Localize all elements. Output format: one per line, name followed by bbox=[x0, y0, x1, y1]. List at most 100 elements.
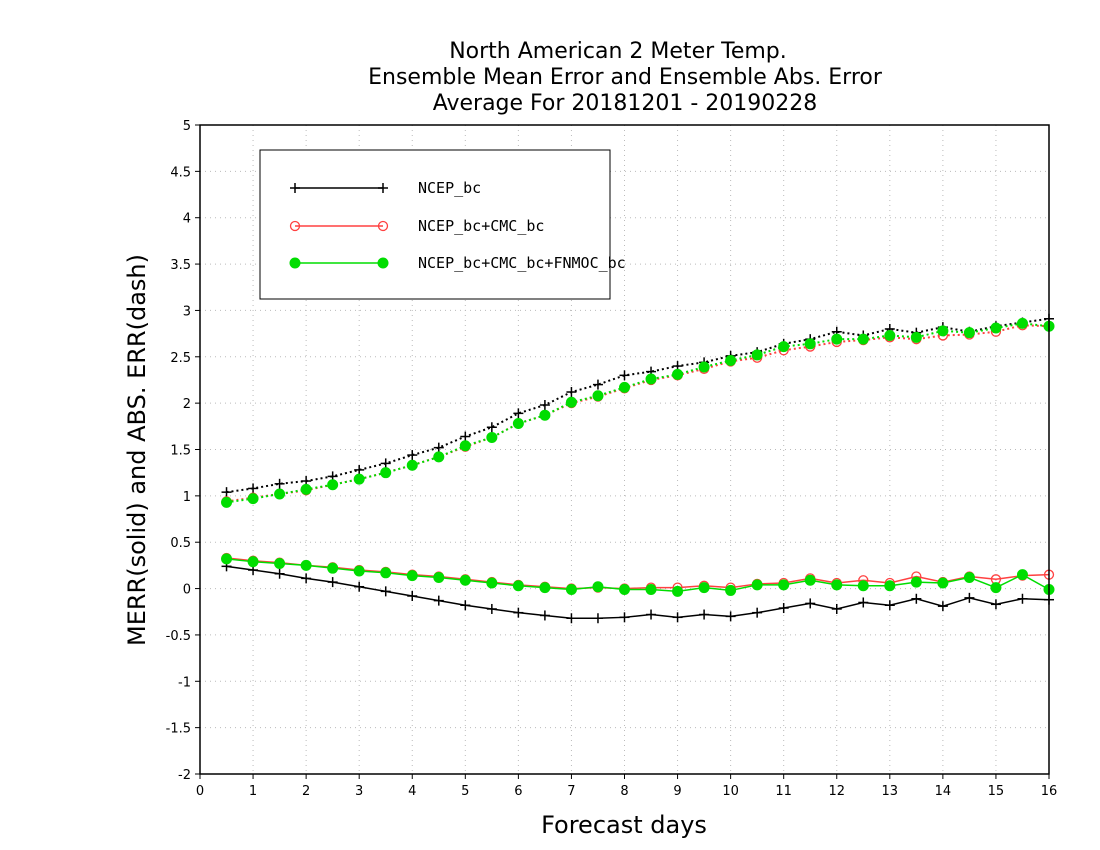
series-2-abs-err-point bbox=[512, 418, 524, 430]
series-0-merr-point bbox=[619, 612, 630, 623]
y-axis-ticks: -2 -1.5 -1 -0.5 0 0.5 1 1.5 2 2.5 3 3.5 4 4.5 5 bbox=[166, 119, 200, 783]
series-0-merr-point bbox=[566, 613, 577, 624]
series-0-merr-point bbox=[778, 603, 789, 614]
legend-marker bbox=[290, 183, 300, 193]
series-0-merr-line bbox=[226, 565, 1050, 619]
legend-marker bbox=[289, 257, 301, 269]
series-0-merr-point bbox=[513, 607, 524, 618]
series-0-merr-point bbox=[1017, 593, 1028, 604]
series-2-abs-err-point bbox=[406, 459, 418, 471]
series-2-merr-point bbox=[565, 583, 577, 595]
series-1-merr-line bbox=[226, 557, 1050, 590]
series-0-merr-point bbox=[486, 603, 497, 614]
series-2-merr-point bbox=[274, 558, 286, 570]
series-2-merr-point bbox=[247, 556, 259, 568]
legend-marker bbox=[289, 220, 301, 232]
series-0-abs-err-line bbox=[226, 317, 1050, 494]
series-0-merr-point bbox=[646, 609, 657, 620]
title-line-1: North American 2 Meter Temp. bbox=[449, 39, 787, 64]
series-0-abs-err-point bbox=[221, 487, 232, 498]
series-2-merr-point bbox=[353, 565, 365, 577]
series-2-merr-line bbox=[226, 558, 1050, 593]
series-2-merr-point bbox=[910, 576, 922, 588]
x-tick-label: 2 bbox=[302, 784, 310, 799]
series-2-abs-err-point bbox=[592, 390, 604, 402]
series-2-abs-err-point bbox=[857, 333, 869, 345]
series-2-merr-point bbox=[619, 583, 630, 595]
series-0-abs-err-point bbox=[274, 478, 285, 489]
y-tick-label: 3.5 bbox=[170, 258, 191, 273]
series-2-merr-point bbox=[300, 559, 312, 571]
series-0-abs-err-point bbox=[407, 450, 418, 461]
series-2-abs-err-point bbox=[433, 451, 445, 463]
series-2-abs-err-point bbox=[884, 329, 896, 341]
series-0-merr-point bbox=[301, 573, 312, 584]
legend-entry-0: NCEP_bc bbox=[290, 179, 481, 197]
series-0-abs-err-point bbox=[513, 408, 524, 419]
y-tick-label: 2 bbox=[183, 397, 191, 412]
series-2-abs-err-point bbox=[221, 496, 233, 508]
series-2-abs-err-point bbox=[380, 467, 392, 479]
series-0-merr-point bbox=[911, 593, 922, 604]
series-2-abs-err-point bbox=[963, 327, 975, 339]
series-0-merr-point bbox=[831, 603, 842, 614]
series-2-merr-point bbox=[459, 574, 471, 586]
series-2-merr-point bbox=[963, 571, 975, 583]
series-2-abs-err-point bbox=[459, 440, 471, 452]
x-tick-label: 11 bbox=[775, 784, 792, 799]
x-axis-label: Forecast days bbox=[541, 811, 707, 839]
series-2-abs-err-point bbox=[725, 354, 737, 366]
series-2-abs-err-point bbox=[327, 479, 339, 491]
series-0-abs-err-point bbox=[380, 458, 391, 469]
series-2-abs-err-point bbox=[565, 396, 577, 408]
series-1-abs-err-line bbox=[226, 324, 1050, 503]
x-tick-label: 16 bbox=[1041, 784, 1058, 799]
series-2-merr-point bbox=[857, 580, 869, 592]
series-0-merr-point bbox=[327, 577, 338, 588]
y-axis-label: MERR(solid) and ABS. ERR(dash) bbox=[123, 254, 151, 646]
series-2-abs-err-point bbox=[937, 325, 949, 337]
series-layer bbox=[221, 313, 1055, 624]
series-0-merr-point bbox=[274, 568, 285, 579]
series-1 bbox=[221, 320, 1055, 594]
legend: NCEP_bc NCEP_bc+CMC_bc NCEP_bc+CMC_bc+FNMO… bbox=[259, 149, 626, 300]
series-2-abs-err-point bbox=[353, 473, 365, 485]
series-2-abs-err-point bbox=[645, 373, 657, 385]
y-tick-label: -2 bbox=[178, 768, 191, 783]
x-tick-label: 6 bbox=[514, 784, 522, 799]
series-2-merr-point bbox=[1016, 569, 1028, 581]
legend-entry-2: NCEP_bc+CMC_bc+FNMOC_bc bbox=[289, 254, 626, 272]
chart-title: North American 2 Meter Temp. Ensemble Me… bbox=[368, 39, 883, 116]
series-2-merr-point bbox=[804, 574, 816, 586]
series-2-merr-point bbox=[698, 582, 710, 594]
series-0-abs-err-point bbox=[248, 483, 259, 494]
y-tick-label: 4 bbox=[183, 212, 191, 227]
y-tick-label: 4.5 bbox=[170, 165, 191, 180]
series-0-merr-point bbox=[354, 581, 365, 592]
legend-marker bbox=[378, 183, 388, 193]
x-tick-label: 9 bbox=[673, 784, 681, 799]
x-tick-label: 3 bbox=[355, 784, 363, 799]
series-0 bbox=[221, 313, 1054, 624]
y-tick-label: 2.5 bbox=[170, 351, 191, 366]
series-2-merr-point bbox=[937, 577, 949, 589]
series-0-abs-err-point bbox=[539, 399, 550, 410]
series-0-abs-err-point bbox=[354, 464, 365, 475]
series-2-merr-point bbox=[512, 580, 524, 592]
series-2-abs-err-point bbox=[751, 349, 763, 361]
series-2-merr-point bbox=[486, 577, 498, 589]
series-0-abs-err-point bbox=[486, 422, 497, 433]
series-2-merr-point bbox=[592, 581, 604, 593]
x-tick-label: 10 bbox=[722, 784, 739, 799]
series-0-merr-point bbox=[805, 598, 816, 609]
series-2-merr-point bbox=[327, 562, 339, 574]
x-tick-label: 13 bbox=[882, 784, 899, 799]
y-tick-label: 3 bbox=[183, 304, 191, 319]
series-2-abs-err-point bbox=[1016, 317, 1028, 329]
title-line-3: Average For 20181201 - 20190228 bbox=[433, 91, 818, 116]
series-2-abs-err-point bbox=[990, 322, 1002, 334]
series-2-abs-err-line bbox=[226, 322, 1050, 504]
series-0-merr-point bbox=[752, 607, 763, 618]
series-2-abs-err-point bbox=[831, 333, 843, 345]
